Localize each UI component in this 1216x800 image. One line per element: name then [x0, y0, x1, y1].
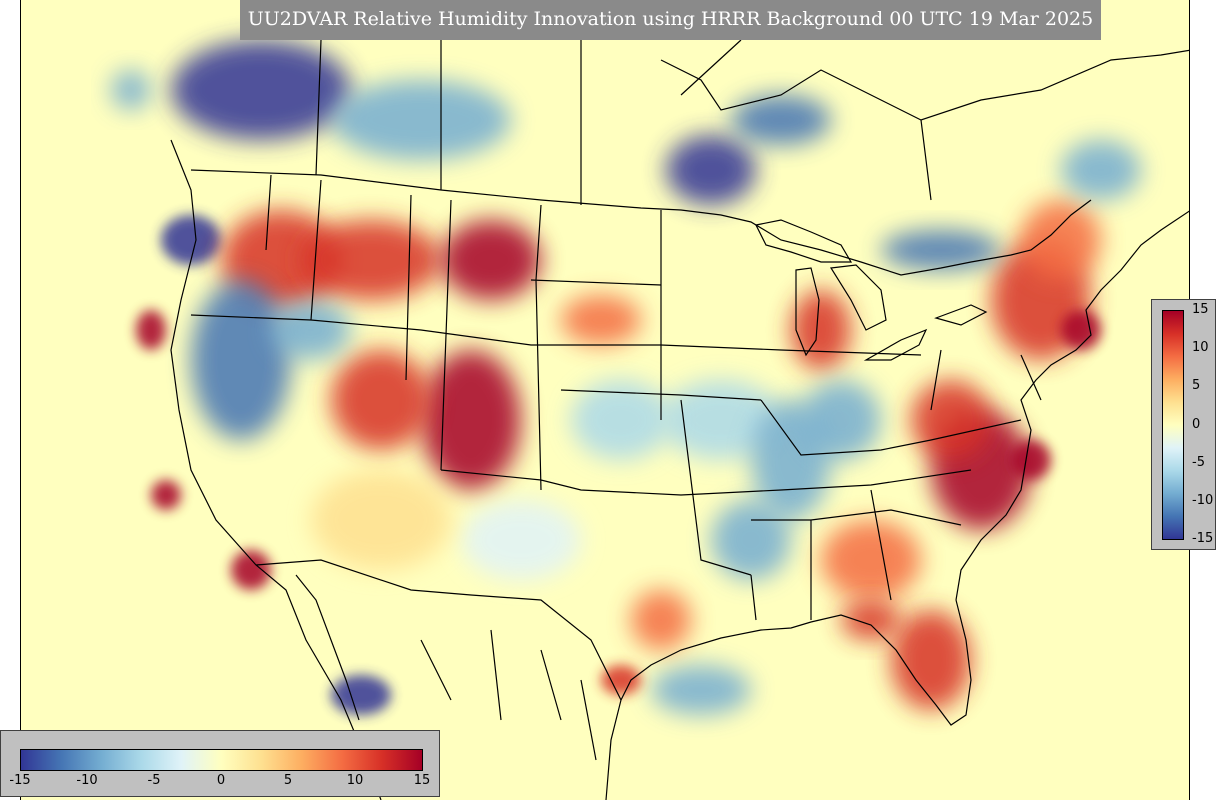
innovation-blob	[601, 665, 641, 695]
innovation-blob	[151, 480, 181, 510]
horizontal-colorbar-gradient	[20, 749, 423, 771]
innovation-blob	[571, 380, 671, 460]
innovation-blob	[821, 520, 921, 600]
horizontal-tick-label: -15	[9, 773, 31, 788]
innovation-blob	[331, 675, 391, 715]
innovation-blob	[1011, 440, 1051, 480]
lake-superior	[755, 219, 853, 263]
horizontal-tick-label: -5	[147, 773, 161, 788]
innovation-blob	[301, 220, 441, 300]
east-coastline	[955, 210, 1189, 601]
gulf-coastline	[620, 599, 972, 726]
innovation-blob	[1061, 140, 1141, 200]
state-lines-east	[751, 349, 1042, 620]
innovation-blob	[461, 500, 581, 580]
lake-ontario	[934, 304, 988, 326]
us-canada-border	[190, 169, 1092, 276]
map-panel	[20, 0, 1190, 800]
innovation-blob	[441, 220, 541, 300]
innovation-blob	[731, 95, 831, 145]
innovation-blob	[231, 550, 271, 590]
lake-michigan	[795, 267, 820, 357]
mexico-gulf-coast	[605, 699, 622, 800]
innovation-blob	[631, 590, 691, 650]
vertical-colorbar-gradient	[1162, 310, 1184, 540]
vertical-tick-label: 15	[1192, 302, 1209, 317]
innovation-blob	[1061, 310, 1101, 350]
innovation-blob	[711, 500, 791, 580]
vertical-tick-label: 5	[1192, 378, 1201, 393]
innovation-blob	[311, 470, 451, 570]
lake-erie	[863, 328, 928, 361]
innovation-blob	[111, 70, 151, 110]
mexico-state-lines	[420, 629, 597, 761]
innovation-blob	[911, 380, 991, 460]
northern-coastline	[660, 49, 1189, 121]
canada-province-lines	[315, 39, 932, 205]
innovation-blob	[136, 310, 166, 350]
innovation-blob	[841, 600, 901, 640]
horizontal-colorbar: -15 -10 -5 0 5 10 15	[0, 730, 440, 797]
vertical-colorbar: 15 10 5 0 -5 -10 -15	[1151, 299, 1216, 550]
vertical-tick-label: -10	[1192, 493, 1214, 508]
innovation-blob	[801, 380, 881, 460]
innovation-blob	[881, 230, 1001, 270]
baja-coastline	[295, 574, 360, 721]
horizontal-tick-label: -10	[76, 773, 98, 788]
innovation-blob	[331, 80, 511, 160]
innovation-field-layer	[111, 40, 1141, 715]
humidity-innovation-map	[21, 0, 1189, 800]
innovation-blob	[666, 135, 756, 205]
innovation-blob	[661, 380, 781, 460]
vertical-tick-label: 10	[1192, 340, 1209, 355]
state-lines-central	[440, 210, 782, 621]
innovation-blob	[191, 280, 291, 440]
us-mexico-border	[255, 559, 622, 701]
innovation-blob	[331, 350, 431, 450]
state-lines-west	[190, 174, 922, 471]
vertical-tick-label: -5	[1192, 455, 1205, 470]
innovation-blob	[791, 290, 851, 370]
innovation-blob	[271, 300, 351, 360]
map-title: UU2DVAR Relative Humidity Innovation usi…	[240, 0, 1101, 40]
west-coastline	[170, 139, 382, 800]
horizontal-tick-label: 10	[346, 773, 364, 788]
innovation-blob	[421, 350, 521, 490]
horizontal-tick-label: 0	[216, 773, 226, 788]
lake-huron	[829, 264, 887, 331]
innovation-blob	[651, 665, 751, 715]
innovation-blob	[891, 610, 971, 710]
innovation-blob	[561, 295, 641, 345]
vertical-tick-label: 0	[1192, 417, 1201, 432]
vertical-tick-label: -15	[1192, 531, 1214, 546]
horizontal-tick-label: 5	[283, 773, 293, 788]
horizontal-tick-label: 15	[413, 773, 431, 788]
boundary-layer	[170, 39, 1189, 800]
innovation-blob	[1021, 200, 1101, 280]
innovation-blob	[171, 40, 351, 140]
innovation-blob	[161, 215, 221, 265]
